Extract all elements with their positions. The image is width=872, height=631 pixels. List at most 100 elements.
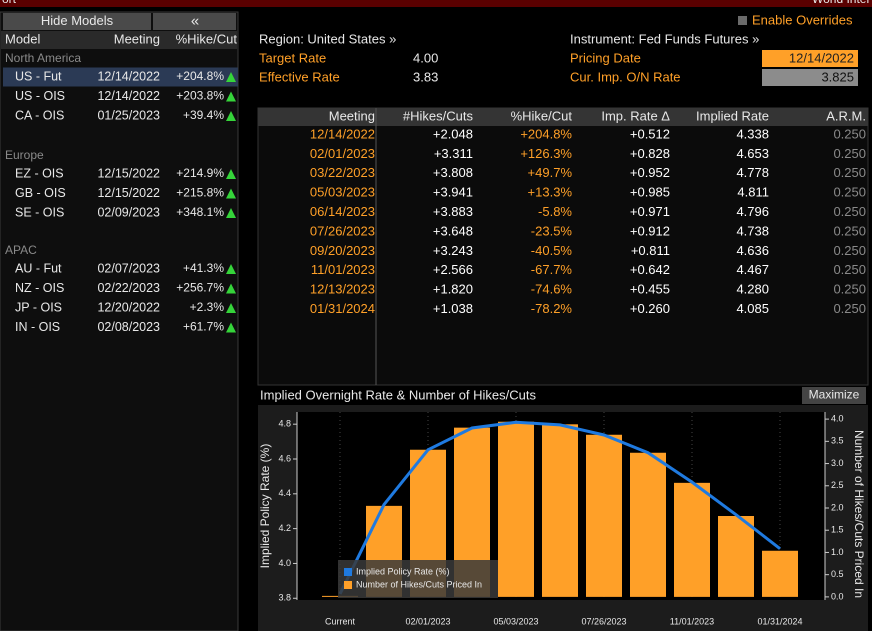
y2-tick-label: 0.0	[831, 591, 844, 601]
legend-swatch	[344, 568, 352, 576]
table-column-header: Meeting	[329, 108, 375, 123]
field-label: Target Rate	[259, 50, 326, 65]
hide-models-button[interactable]	[3, 13, 151, 30]
table-cell: +0.952	[630, 165, 670, 180]
region-selector[interactable]: Region: United States »	[259, 31, 396, 46]
table-cell: +1.038	[433, 301, 473, 316]
table-cell: 4.280	[736, 282, 769, 297]
up-arrow	[226, 208, 236, 218]
table-cell: 4.778	[736, 165, 769, 180]
x-tick-label: 07/26/2023	[581, 616, 626, 626]
rate-line	[338, 420, 781, 595]
up-arrow	[226, 91, 236, 102]
y-tick-label: 4.2	[278, 523, 291, 533]
model-name[interactable]: CA - OIS	[15, 108, 64, 122]
table-column-header: %Hike/Cut	[511, 108, 573, 123]
table-cell: +2.566	[433, 262, 473, 277]
collapse-button[interactable]	[153, 13, 236, 30]
x-tick-label: Current	[325, 616, 356, 626]
x-tick-label: 05/03/2023	[493, 616, 538, 626]
y2-tick-label: 4.0	[831, 413, 844, 423]
table-cell: -78.2%	[531, 301, 573, 316]
table-cell: +0.260	[630, 301, 670, 316]
table-cell: 0.250	[833, 282, 866, 297]
table-cell: +3.883	[433, 204, 473, 219]
table-cell: +3.808	[433, 165, 473, 180]
y2-tick-label: 1.5	[831, 525, 844, 535]
field-label: Pricing Date	[570, 50, 641, 65]
model-meeting: 12/15/2022	[97, 166, 160, 180]
table-cell: +3.648	[433, 223, 473, 238]
field-input-value[interactable]: 3.825	[821, 69, 854, 84]
model-name[interactable]: EZ - OIS	[15, 166, 64, 180]
up-arrow	[226, 72, 236, 82]
y-tick-label: 4.4	[278, 488, 291, 498]
models-column-header: Model	[5, 31, 41, 46]
collapse-label[interactable]: «	[191, 12, 199, 29]
y2-tick-label: 1.0	[831, 547, 844, 557]
up-arrow	[226, 283, 236, 294]
bar	[630, 452, 666, 597]
model-name[interactable]: IN - OIS	[15, 320, 60, 334]
model-hike: +203.8%	[176, 89, 224, 103]
group-label: North America	[5, 51, 81, 65]
model-name[interactable]: NZ - OIS	[15, 281, 64, 295]
model-name[interactable]: AU - Fut	[15, 261, 62, 275]
maximize-label[interactable]: Maximize	[809, 388, 860, 402]
table-cell: 12/14/2022	[310, 126, 375, 141]
y-tick-label: 3.8	[278, 593, 291, 603]
y-axis-title: Implied Policy Rate (%)	[258, 444, 272, 569]
model-hike: +61.7%	[183, 320, 224, 334]
table-column-header: Imp. Rate Δ	[601, 108, 670, 123]
table-cell: -67.7%	[531, 262, 573, 277]
model-name[interactable]: JP - OIS	[15, 300, 62, 314]
up-arrow	[226, 188, 236, 199]
table-cell: 03/22/2023	[310, 165, 375, 180]
table-cell: 02/01/2023	[310, 146, 375, 161]
up-arrow	[226, 111, 236, 121]
overrides-label[interactable]: Enable Overrides	[752, 12, 853, 27]
table-cell: 4.796	[736, 204, 769, 219]
table-cell: 4.338	[736, 126, 769, 141]
overrides-checkbox[interactable]	[738, 16, 747, 25]
table-cell: 0.250	[833, 301, 866, 316]
table-cell: 0.250	[833, 126, 866, 141]
model-meeting: 02/08/2023	[97, 320, 160, 334]
table-cell: +0.455	[630, 282, 670, 297]
model-name[interactable]: US - Fut	[15, 69, 62, 83]
table-cell: 0.250	[833, 223, 866, 238]
model-name[interactable]: SE - OIS	[15, 205, 64, 219]
table-cell: -23.5%	[531, 223, 573, 238]
field-input-value[interactable]: 12/14/2022	[789, 50, 854, 65]
model-name[interactable]: GB - OIS	[15, 186, 66, 200]
legend-swatch	[344, 581, 352, 589]
table-cell: +0.912	[630, 223, 670, 238]
table-cell: +0.811	[631, 243, 670, 258]
table-cell: 06/14/2023	[310, 204, 375, 219]
table-cell: 4.085	[736, 301, 769, 316]
table-cell: +0.642	[630, 262, 670, 277]
model-hike: +204.8%	[176, 69, 224, 83]
group-label: APAC	[5, 243, 37, 257]
field-input[interactable]	[762, 69, 858, 86]
table-cell: 4.653	[736, 146, 769, 161]
selected-row	[3, 67, 238, 87]
table-cell: 0.250	[833, 262, 866, 277]
y-tick-label: 4.8	[278, 419, 291, 429]
table-column-header: #Hikes/Cuts	[403, 108, 474, 123]
group-label: Europe	[5, 148, 44, 162]
table-cell: 0.250	[833, 204, 866, 219]
table-cell: +3.243	[433, 243, 473, 258]
up-arrow	[226, 169, 236, 179]
maximize-button[interactable]	[802, 387, 866, 404]
up-arrow	[226, 303, 236, 313]
field-value: 4.00	[413, 50, 438, 65]
field-input[interactable]	[762, 50, 858, 67]
instrument-selector[interactable]: Instrument: Fed Funds Futures »	[570, 31, 759, 46]
table-cell: 07/26/2023	[310, 223, 375, 238]
model-name[interactable]: US - OIS	[15, 89, 65, 103]
hide-models-label[interactable]: Hide Models	[41, 13, 114, 28]
table-cell: 4.811	[737, 185, 769, 200]
table-cell: 4.636	[736, 243, 769, 258]
